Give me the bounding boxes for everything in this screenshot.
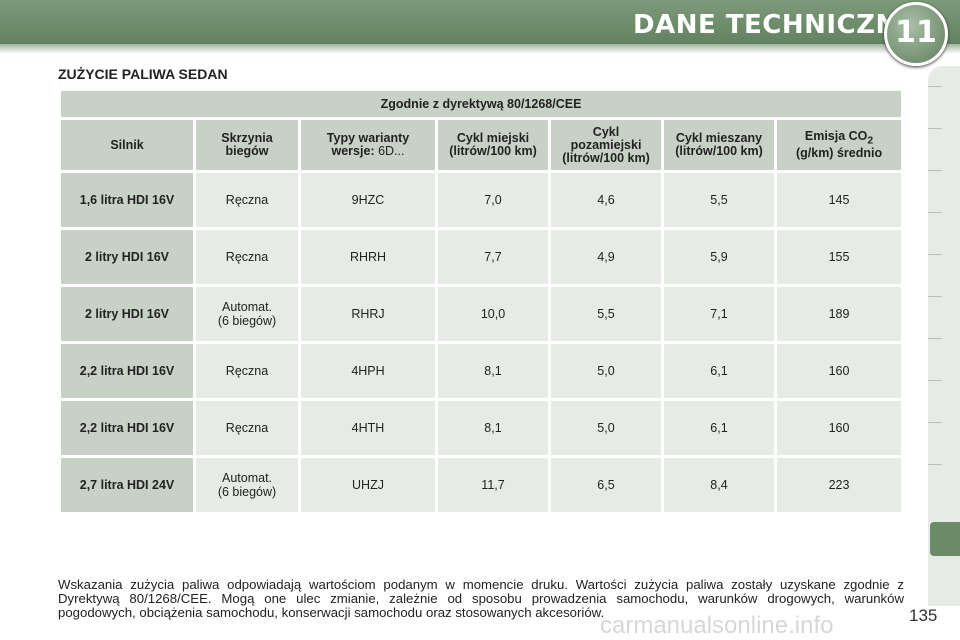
col-engine-header: Silnik xyxy=(61,120,193,170)
gearbox-line: (6 biegów) xyxy=(217,485,277,499)
table-row: 1,6 litra HDI 16V Ręczna 9HZC 7,0 4,6 5,… xyxy=(61,173,902,227)
page-heading: ZUŻYCIE PALIWA SEDAN xyxy=(58,66,228,82)
col-type-header: Typy warianty wersje: 6D... xyxy=(301,120,435,170)
engine-cell: 2,2 litra HDI 16V xyxy=(61,401,193,455)
type-cell: 4HPH xyxy=(301,344,435,398)
side-index-strip xyxy=(928,66,960,606)
side-tick xyxy=(928,212,942,213)
column-header-row: Silnik Skrzynia biegów Typy warianty wersj… xyxy=(61,120,902,170)
col-gearbox-label: biegów xyxy=(225,144,269,158)
section-title: DANE TECHNICZNE xyxy=(633,10,917,40)
fuel-consumption-note: Wskazania zużycia paliwa odpowiadają war… xyxy=(58,577,904,620)
mixed-cell: 6,1 xyxy=(664,401,774,455)
co2-cell: 223 xyxy=(777,458,902,512)
type-cell: 4HTH xyxy=(301,401,435,455)
side-tick xyxy=(928,170,942,171)
col-type-label: wersje: xyxy=(331,144,375,158)
co2-cell: 145 xyxy=(777,173,902,227)
col-extra-urban-header: Cykl pozamiejski (litrów/100 km) xyxy=(551,120,661,170)
type-cell: RHRH xyxy=(301,230,435,284)
fuel-consumption-table: Zgodnie z dyrektywą 80/1268/CEE Silnik S… xyxy=(58,88,904,515)
col-engine-label: Silnik xyxy=(110,137,144,152)
urban-cell: 11,7 xyxy=(438,458,548,512)
co2-cell: 160 xyxy=(777,401,902,455)
side-tick xyxy=(928,422,942,423)
side-tick xyxy=(928,380,942,381)
col-co2-unit: (g/km) średnio xyxy=(795,146,883,161)
directive-row: Zgodnie z dyrektywą 80/1268/CEE xyxy=(61,91,902,117)
table-row: 2,2 litra HDI 16V Ręczna 4HTH 8,1 5,0 6,… xyxy=(61,401,902,455)
extra-urban-cell: 5,5 xyxy=(551,287,661,341)
side-tick xyxy=(928,338,942,339)
engine-cell: 2,2 litra HDI 16V xyxy=(61,344,193,398)
engine-cell: 2,7 litra HDI 24V xyxy=(61,458,193,512)
urban-cell: 7,7 xyxy=(438,230,548,284)
engine-cell: 2 litry HDI 16V xyxy=(61,230,193,284)
urban-cell: 7,0 xyxy=(438,173,548,227)
side-tick xyxy=(928,128,942,129)
urban-cell: 8,1 xyxy=(438,344,548,398)
gearbox-cell: Ręczna xyxy=(196,344,298,398)
gearbox-line: Automat. xyxy=(221,471,273,485)
co2-cell: 160 xyxy=(777,344,902,398)
header-band xyxy=(0,0,960,54)
page-number: 135 xyxy=(909,606,938,625)
col-mixed-header: Cykl mieszany (litrów/100 km) xyxy=(664,120,774,170)
extra-urban-cell: 6,5 xyxy=(551,458,661,512)
side-tick xyxy=(928,464,942,465)
mixed-cell: 8,4 xyxy=(664,458,774,512)
gearbox-line: (6 biegów) xyxy=(217,314,277,328)
type-cell: UHZJ xyxy=(301,458,435,512)
co2-cell: 189 xyxy=(777,287,902,341)
col-type-label: Typy warianty xyxy=(326,131,410,145)
extra-urban-cell: 5,0 xyxy=(551,401,661,455)
table-row: 2,7 litra HDI 24V Automat. (6 biegów) UHZ… xyxy=(61,458,902,512)
mixed-cell: 5,5 xyxy=(664,173,774,227)
directive-header: Zgodnie z dyrektywą 80/1268/CEE xyxy=(61,91,902,117)
mixed-cell: 6,1 xyxy=(664,344,774,398)
chapter-badge: 11 xyxy=(884,2,948,66)
gearbox-cell: Ręczna xyxy=(196,230,298,284)
col-co2-header: Emisja CO2 (g/km) średnio xyxy=(777,120,902,170)
col-urban-label: Cykl miejski xyxy=(456,131,530,145)
col-extra-unit: (litrów/100 km) xyxy=(562,150,650,165)
side-tick xyxy=(928,296,942,297)
table-row: 2 litry HDI 16V Automat. (6 biegów) RHRJ … xyxy=(61,287,902,341)
side-tick xyxy=(928,86,942,87)
mixed-cell: 7,1 xyxy=(664,287,774,341)
type-cell: RHRJ xyxy=(301,287,435,341)
col-gearbox-header: Skrzynia biegów xyxy=(196,120,298,170)
gearbox-cell: Automat. (6 biegów) xyxy=(196,287,298,341)
mixed-cell: 5,9 xyxy=(664,230,774,284)
gearbox-cell: Ręczna xyxy=(196,173,298,227)
co2-cell: 155 xyxy=(777,230,902,284)
watermark: carmanualsonline.info xyxy=(600,612,834,639)
engine-cell: 2 litry HDI 16V xyxy=(61,287,193,341)
gearbox-line: Automat. xyxy=(221,300,273,314)
col-type-value: 6D... xyxy=(378,144,405,158)
col-mixed-unit: (litrów/100 km) xyxy=(675,144,763,158)
co2-subscript: 2 xyxy=(867,135,874,147)
extra-urban-cell: 4,6 xyxy=(551,173,661,227)
urban-cell: 10,0 xyxy=(438,287,548,341)
extra-urban-cell: 4,9 xyxy=(551,230,661,284)
col-urban-header: Cykl miejski (litrów/100 km) xyxy=(438,120,548,170)
side-tick xyxy=(928,254,942,255)
urban-cell: 8,1 xyxy=(438,401,548,455)
gearbox-cell: Ręczna xyxy=(196,401,298,455)
table-row: 2 litry HDI 16V Ręczna RHRH 7,7 4,9 5,9 … xyxy=(61,230,902,284)
type-cell: 9HZC xyxy=(301,173,435,227)
engine-cell: 1,6 litra HDI 16V xyxy=(61,173,193,227)
col-extra-label: Cykl xyxy=(592,124,620,139)
chapter-side-tab[interactable] xyxy=(928,520,960,558)
col-urban-unit: (litrów/100 km) xyxy=(449,144,537,158)
col-mixed-label: Cykl mieszany xyxy=(675,131,763,145)
col-extra-label: pozamiejski xyxy=(570,137,642,152)
col-co2-label: Emisja CO xyxy=(804,128,868,143)
gearbox-cell: Automat. (6 biegów) xyxy=(196,458,298,512)
table-row: 2,2 litra HDI 16V Ręczna 4HPH 8,1 5,0 6,… xyxy=(61,344,902,398)
extra-urban-cell: 5,0 xyxy=(551,344,661,398)
chapter-number: 11 xyxy=(895,15,937,50)
col-gearbox-label: Skrzynia xyxy=(221,131,273,145)
